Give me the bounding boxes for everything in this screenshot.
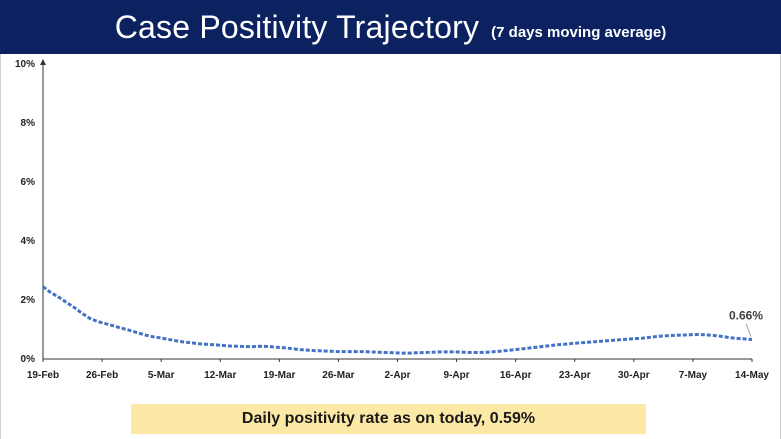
x-tick-label: 2-Apr [384,370,410,381]
x-tick-label: 9-Apr [444,370,470,381]
positivity-series-line [42,285,753,355]
x-tick-label: 7-May [679,370,708,381]
chart-panel: 0% 2% 4% 6% 8% 10% 19-Feb 26-Feb 5-Mar 12-Mar 19-M… [0,54,781,439]
x-tick-label: 23-Apr [559,370,591,381]
x-tick-label: 30-Apr [618,370,650,381]
y-tick-label: 6% [21,177,36,188]
last-value-annotation: 0.66% [729,309,763,323]
daily-positivity-callout: Daily positivity rate as on today, 0.59% [131,404,646,434]
y-axis-arrow [40,59,46,65]
x-tick-label: 14-May [735,370,769,381]
y-tick-label: 4% [21,236,36,247]
daily-positivity-text: Daily positivity rate as on today, 0.59% [241,410,536,427]
x-tick-label: 26-Feb [86,370,118,381]
y-tick-label: 10% [15,59,35,70]
page-subtitle: (7 days moving average) [491,23,667,41]
x-tick-label: 26-Mar [322,370,354,381]
y-tick-label: 0% [21,354,36,365]
x-tick-label: 19-Feb [27,370,59,381]
x-tick-label: 12-Mar [204,370,236,381]
x-tick-label: 19-Mar [263,370,295,381]
annotation-leader-line [745,323,752,337]
page-title: Case Positivity Trajectory [114,8,480,45]
x-tick-label: 5-Mar [148,370,175,381]
x-tick-label: 16-Apr [500,370,532,381]
y-tick-label: 8% [21,118,36,129]
y-tick-label: 2% [21,295,36,306]
title-banner: Case Positivity Trajectory (7 days movin… [0,0,781,54]
positivity-line-chart: 0% 2% 4% 6% 8% 10% 19-Feb 26-Feb 5-Mar 12-Mar 19-M… [15,59,769,381]
